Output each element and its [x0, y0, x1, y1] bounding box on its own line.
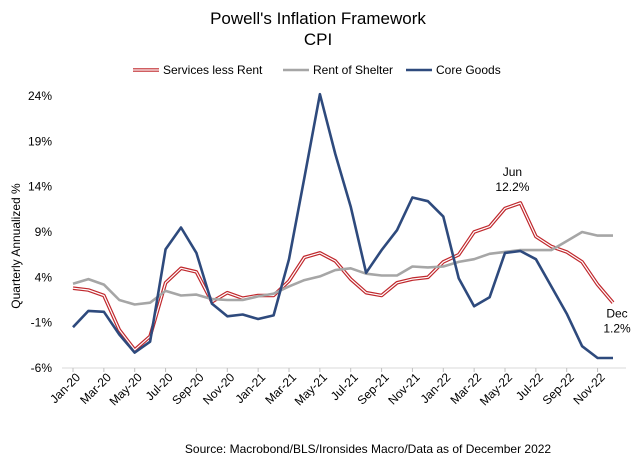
y-axis: 24% 19% 14% 9% 4% -1% -6%: [28, 89, 52, 375]
x-axis: Jan-20Mar-20May-20Jul-20Sep-20Nov-20Jan-…: [47, 368, 608, 408]
legend-item: Core Goods: [406, 63, 501, 77]
legend: Services less Rent Rent of Shelter Core Go…: [133, 63, 501, 77]
legend-label: Rent of Shelter: [313, 63, 393, 77]
legend-item: Services less Rent: [133, 63, 263, 77]
annotation-text: 1.2%: [603, 322, 631, 336]
x-tick-label: Sep-21: [354, 370, 391, 407]
x-tick-label: Nov-20: [200, 370, 237, 407]
x-tick-label: Nov-22: [570, 370, 607, 407]
x-tick-label: Sep-20: [169, 370, 206, 407]
annotation-text: 12.2%: [495, 180, 529, 194]
x-tick-label: Jan-20: [47, 370, 83, 406]
x-tick-label: Nov-21: [385, 370, 422, 407]
y-tick-label: 14%: [28, 180, 52, 194]
source-note: Source: Macrobond/BLS/Ironsides Macro/Da…: [185, 442, 552, 456]
annotation-text: Jun: [503, 165, 522, 179]
x-tick-label: Sep-22: [540, 370, 577, 407]
y-tick-label: 4%: [35, 270, 53, 284]
legend-label: Core Goods: [436, 63, 501, 77]
y-tick-label: 9%: [35, 225, 53, 239]
y-axis-label: Quarterly Annualized %: [9, 183, 23, 309]
chart-subtitle: CPI: [304, 30, 332, 49]
series-line: [72, 230, 613, 306]
legend-label: Services less Rent: [163, 63, 263, 77]
series-line: [72, 92, 613, 360]
y-tick-label: -1%: [31, 316, 53, 330]
series-rent-of-shelter: [72, 230, 613, 306]
y-tick-label: -6%: [31, 361, 53, 375]
x-tick-label: May-21: [292, 370, 330, 408]
x-tick-label: Jan-21: [232, 370, 268, 406]
x-tick-label: Jan-22: [418, 370, 454, 406]
chart-title: Powell's Inflation Framework: [210, 9, 426, 28]
series-services-less-rent: [72, 201, 615, 352]
x-tick-label: May-20: [107, 370, 145, 408]
series-line-outline: [72, 201, 615, 352]
annotation-text: Dec: [606, 307, 627, 321]
plot-area: [72, 92, 615, 360]
series-core-goods: [72, 92, 613, 360]
x-tick-label: May-22: [477, 370, 515, 408]
legend-item: Rent of Shelter: [283, 63, 393, 77]
y-tick-label: 19%: [28, 134, 52, 148]
y-tick-label: 24%: [28, 89, 52, 103]
